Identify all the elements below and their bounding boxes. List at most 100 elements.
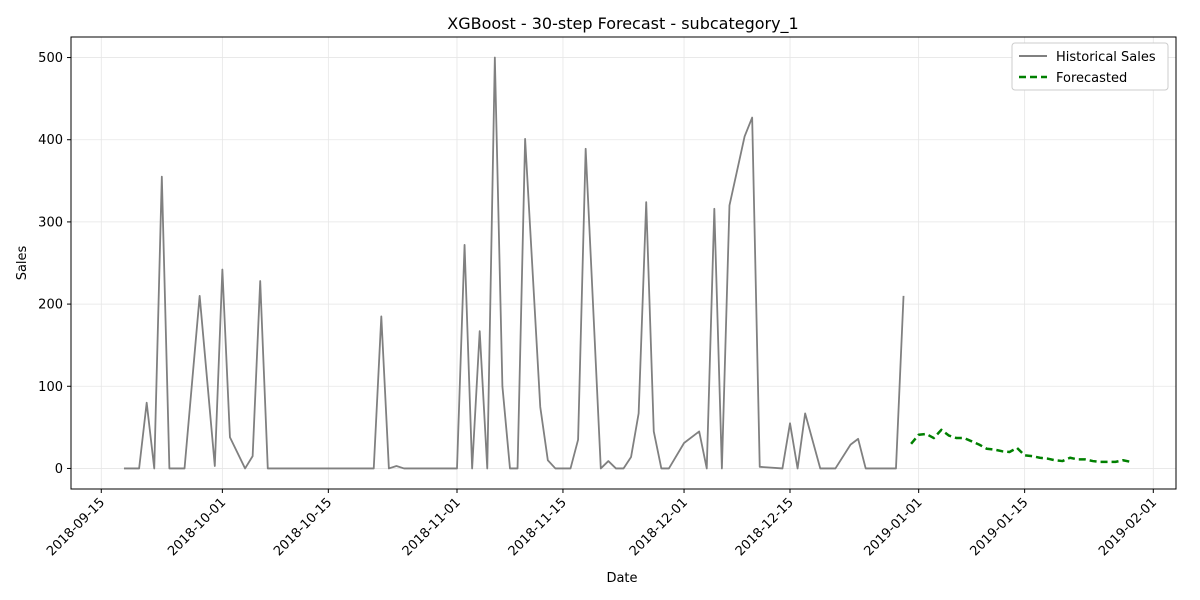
historical-point (850, 444, 852, 446)
historical-point (244, 468, 246, 470)
forecast-line (910, 428, 1131, 464)
historical-point (706, 468, 708, 470)
historical-point (169, 468, 171, 470)
historical-point (509, 468, 511, 470)
historical-point (600, 468, 602, 470)
forecast-point (918, 434, 920, 436)
x-tick-label: 2018-11-01 (400, 495, 464, 559)
historical-point (259, 280, 261, 282)
historical-point (789, 422, 791, 424)
historical-point (229, 436, 231, 438)
historical-point (555, 468, 557, 470)
x-tick-label: 2018-11-15 (506, 495, 570, 559)
historical-sales-line (123, 56, 905, 470)
forecast-point (956, 437, 958, 439)
historical-point (615, 468, 617, 470)
forecast-point (1047, 458, 1049, 460)
historical-point (123, 468, 125, 470)
historical-point (539, 406, 541, 408)
forecast-point (1016, 447, 1018, 449)
legend-historical-label: Historical Sales (1056, 50, 1156, 65)
forecast-point (986, 448, 988, 450)
x-tick-label: 2019-01-01 (861, 495, 925, 559)
x-tick-label: 2018-12-15 (733, 495, 797, 559)
historical-point (857, 438, 859, 440)
historical-sales-series (123, 56, 905, 470)
historical-point (835, 468, 837, 470)
series-lines (123, 56, 1132, 470)
historical-point (222, 269, 224, 271)
y-tick-label: 400 (38, 133, 63, 148)
historical-point (547, 459, 549, 461)
historical-point (683, 442, 685, 444)
x-tick-label: 2018-12-01 (627, 495, 691, 559)
forecast-point (971, 441, 973, 443)
historical-point (471, 468, 473, 470)
historical-point (381, 316, 383, 318)
historical-point (161, 176, 163, 178)
y-axis-label: Sales (15, 245, 30, 280)
x-tick-label: 2018-09-15 (44, 495, 108, 559)
grid-lines (71, 37, 1176, 489)
y-tick-label: 0 (55, 462, 63, 477)
historical-point (153, 468, 155, 470)
historical-point (865, 468, 867, 470)
y-tick-label: 200 (38, 298, 63, 313)
historical-point (388, 468, 390, 470)
historical-point (645, 201, 647, 203)
historical-point (668, 468, 670, 470)
forecast-point (1031, 455, 1033, 457)
historical-point (464, 244, 466, 246)
forecast-point (1130, 461, 1132, 463)
forecast-point (978, 444, 980, 446)
forecast-point (1024, 455, 1026, 457)
x-tick-label: 2018-10-15 (271, 495, 335, 559)
legend-forecast-label: Forecasted (1056, 71, 1127, 86)
historical-point (721, 468, 723, 470)
forecast-point (994, 449, 996, 451)
chart-title: XGBoost - 30-step Forecast - subcategory… (447, 14, 798, 34)
historical-point (479, 330, 481, 332)
historical-point (494, 57, 496, 59)
historical-point (895, 468, 897, 470)
y-tick-label: 300 (38, 215, 63, 230)
historical-point (661, 468, 663, 470)
forecast-point (1062, 460, 1064, 462)
historical-point (184, 468, 186, 470)
legend: Historical Sales Forecasted (1011, 42, 1169, 91)
historical-point (759, 466, 761, 468)
historical-point (698, 431, 700, 433)
historical-point (214, 465, 216, 467)
forecast-point (933, 437, 935, 439)
historical-point (373, 468, 375, 470)
historical-point (751, 117, 753, 119)
historical-point (630, 456, 632, 458)
historical-point (585, 148, 587, 150)
forecast-point (963, 437, 965, 439)
historical-point (623, 468, 625, 470)
x-axis-ticks: 2018-09-15 2018-10-01 2018-10-15 2018-11-01… (44, 489, 1160, 559)
historical-point (804, 413, 806, 415)
forecast-point (1092, 460, 1094, 462)
historical-point (456, 468, 458, 470)
historical-point (570, 468, 572, 470)
forecast-point (925, 433, 927, 435)
forecast-point (941, 429, 943, 431)
historical-point (638, 413, 640, 415)
historical-point (199, 295, 201, 297)
y-tick-label: 100 (38, 380, 63, 395)
y-axis-ticks: 0 100 200 300 400 500 (38, 51, 71, 477)
plot-frame (70, 36, 1177, 490)
forecast-point (1069, 457, 1071, 459)
historical-point (797, 468, 799, 470)
historical-point (744, 136, 746, 138)
historical-point (903, 295, 905, 297)
forecast-point (1107, 461, 1109, 463)
forecast-point (1084, 459, 1086, 461)
historical-point (608, 460, 610, 462)
historical-point (524, 138, 526, 140)
y-tick-label: 500 (38, 51, 63, 66)
historical-point (138, 468, 140, 470)
forecast-point (910, 443, 912, 445)
